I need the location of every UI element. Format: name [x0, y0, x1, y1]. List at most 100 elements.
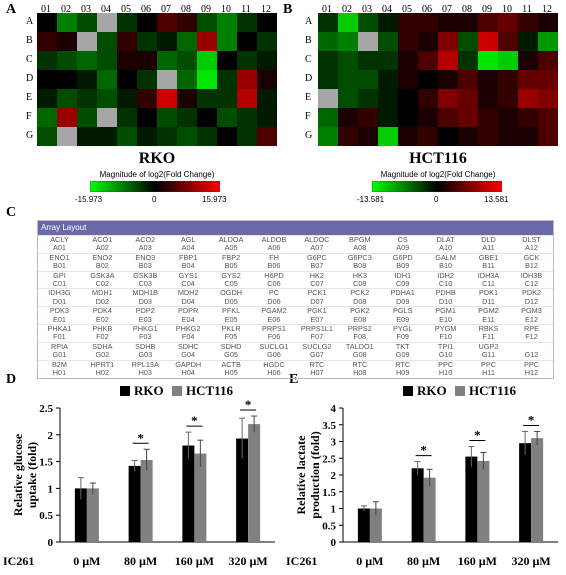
heatmap-cell	[77, 89, 97, 108]
heatmap-cell	[37, 32, 57, 51]
well-cell: F01	[53, 333, 66, 342]
gene-cell: SUCLG1	[252, 341, 296, 352]
heatmap-cell	[518, 32, 538, 51]
gene-cell: GSK3A	[80, 270, 124, 281]
gene-cell: GPI	[38, 270, 81, 281]
heatmap-cell	[117, 127, 137, 146]
row-label: C	[26, 54, 33, 65]
heatmap-cell	[237, 51, 257, 70]
heatmap-cell	[197, 32, 217, 51]
row-label: G	[305, 130, 313, 141]
gene-cell: ENO2	[80, 252, 124, 263]
heatmap-cell	[77, 70, 97, 89]
well-cell: H01	[52, 369, 67, 378]
heatmap-cell	[157, 32, 177, 51]
row-label: E	[305, 92, 312, 103]
gene-cell: RTC	[338, 359, 382, 370]
heatmap-cell	[117, 89, 137, 108]
gene-cell: PPC	[467, 359, 510, 370]
glucose-uptake-chart: 0 0.5 1 1.5 2 2.5 Relative glucoseuptake (fold…	[3, 383, 275, 568]
heatmap-cell	[438, 108, 458, 127]
column-label: 11	[241, 4, 251, 15]
heatmap-cell	[257, 32, 277, 51]
gene-cell: HK2	[295, 270, 339, 281]
well-cell: E07	[310, 315, 324, 324]
well-cell: G02	[95, 351, 110, 360]
heatmap-cell	[358, 51, 378, 70]
heatmap-cell	[318, 32, 338, 51]
y-tick-label: 0.5	[39, 510, 53, 522]
hct116-colorbar-max: 13.581	[484, 195, 509, 204]
heatmap-cell	[237, 127, 257, 146]
well-cell: B01	[52, 262, 66, 271]
gene-cell: PPC	[424, 359, 468, 370]
column-label: 07	[442, 4, 452, 15]
heatmap-cell	[358, 89, 378, 108]
gene-cell: UGP2	[467, 341, 510, 352]
heatmap-cell	[217, 51, 237, 70]
x-tick-label: 320 µM	[229, 554, 268, 568]
heatmap-cell	[217, 127, 237, 146]
heatmap-cell	[498, 89, 518, 108]
gene-cell: SDHD	[209, 341, 253, 352]
gene-cell: G6PC	[295, 252, 339, 263]
well-cell: H03	[138, 369, 152, 378]
heatmap-cell	[478, 108, 498, 127]
heatmap-cell	[378, 32, 398, 51]
heatmap-cell	[77, 13, 97, 32]
y-tick-label: 2.5	[322, 453, 336, 465]
well-cell: B04	[181, 262, 195, 271]
y-tick-label: 2.5	[39, 403, 53, 415]
significance-star: *	[137, 430, 144, 445]
well-cell: E11	[482, 315, 495, 324]
bar	[357, 508, 370, 542]
gene-cell: GSK3B	[123, 270, 167, 281]
gene-cell: RPIA	[38, 341, 81, 352]
treatment-label: IC261	[286, 554, 317, 568]
bar	[423, 477, 436, 542]
gene-cell: PDK1	[467, 288, 510, 298]
heatmap-cell	[398, 108, 418, 127]
heatmap-cell	[318, 108, 338, 127]
y-tick-label: 0.5	[322, 520, 336, 532]
heatmap-cell	[137, 70, 157, 89]
gene-cell: DLAT	[424, 235, 468, 245]
heatmap-cell	[538, 89, 558, 108]
well-cell: E12	[524, 315, 538, 324]
hct116-column-labels: 01 02 03 04 05 06 07 08 09 10 11 12	[317, 4, 557, 16]
heatmap-cell	[518, 108, 538, 127]
heatmap-cell	[538, 51, 558, 70]
well-cell: B08	[353, 262, 367, 271]
panel-label-e: E	[289, 372, 299, 387]
heatmap-cell	[358, 70, 378, 89]
gene-cell: B2M	[38, 359, 81, 370]
well-cell: D11	[482, 297, 495, 306]
heatmap-cell	[458, 108, 478, 127]
bar	[86, 488, 99, 542]
heatmap-cell	[518, 51, 538, 70]
row-label: F	[26, 111, 32, 122]
gene-cell: PDHB	[424, 288, 468, 298]
well-cell: E04	[181, 315, 195, 324]
heatmap-cell	[197, 70, 217, 89]
y-tick-label: 3	[331, 437, 337, 449]
well-cell: C12	[524, 280, 539, 289]
heatmap-cell	[438, 51, 458, 70]
well-cell: G12	[524, 351, 539, 360]
gene-cell: HPRT1	[80, 359, 124, 370]
gene-cell: IDH3A	[467, 270, 510, 281]
gene-cell: G6PC3	[338, 252, 382, 263]
heatmap-cell	[97, 89, 117, 108]
legend-swatch	[455, 386, 465, 396]
heatmap-cell	[97, 13, 117, 32]
heatmap-cell	[478, 13, 498, 32]
y-tick-label: 1.5	[322, 487, 336, 499]
bar	[369, 508, 382, 542]
well-cell: H06	[267, 369, 281, 378]
heatmap-cell	[77, 51, 97, 70]
well-cell: A12	[524, 244, 538, 253]
gene-cell: SUCLG2	[295, 341, 339, 352]
column-label: 03	[81, 4, 91, 15]
heatmap-cell	[338, 32, 358, 51]
heatmap-cell	[117, 51, 137, 70]
